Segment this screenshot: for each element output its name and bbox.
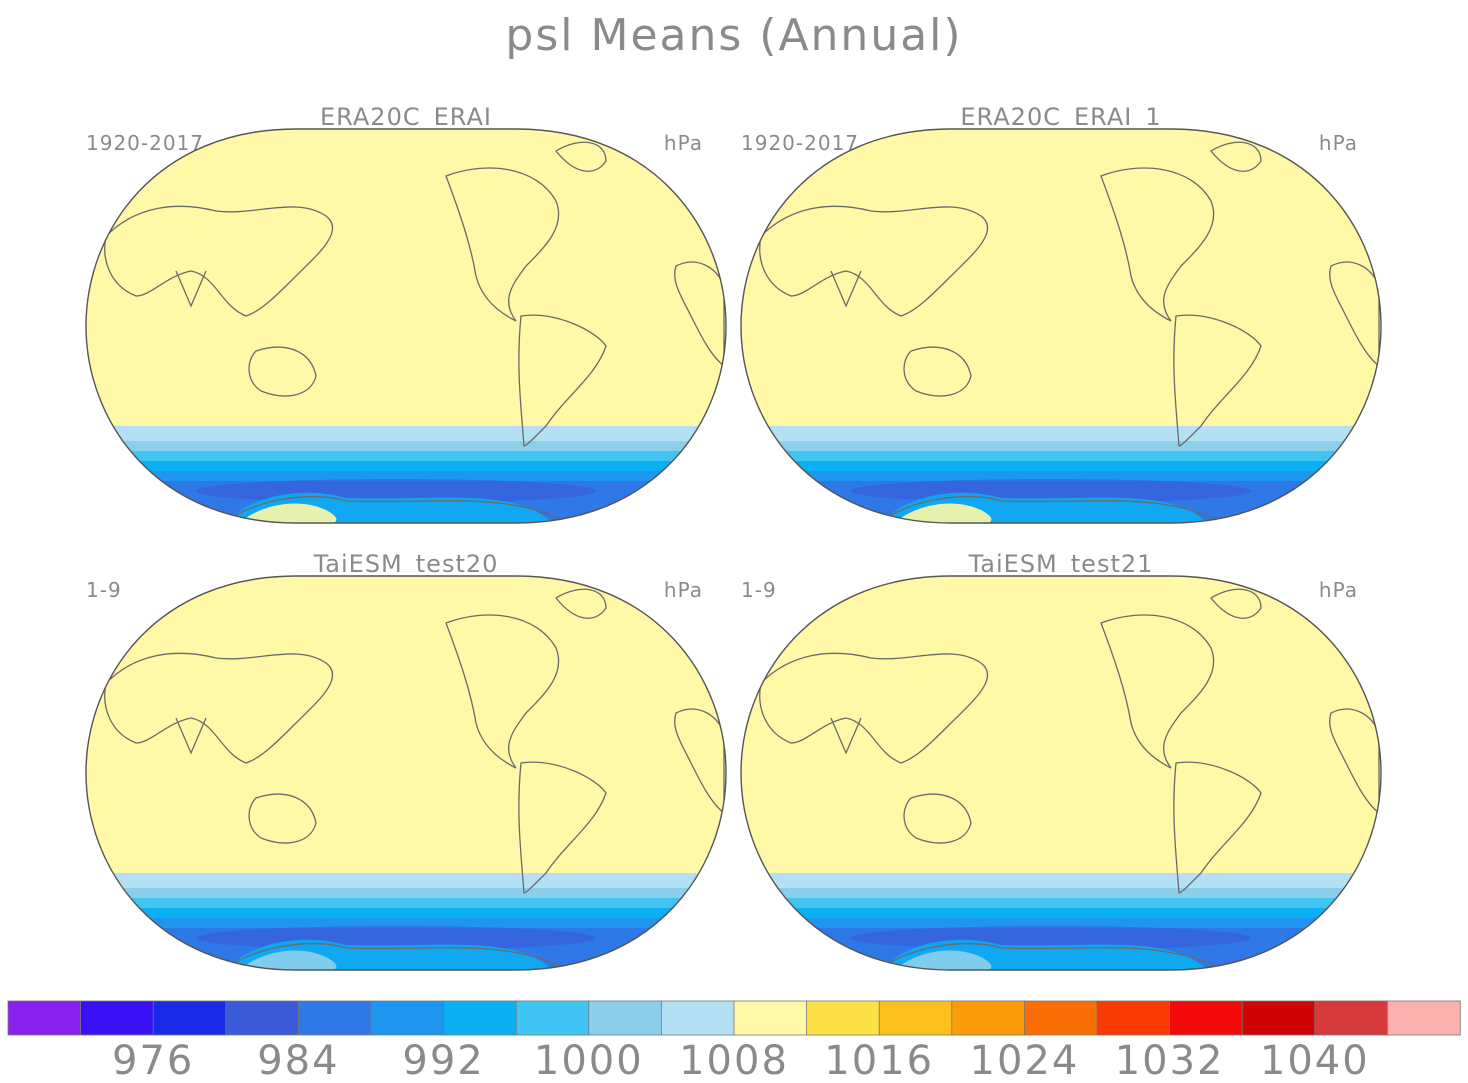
colorbar-swatch — [80, 1000, 154, 1036]
colorbar-label: 1000 — [534, 1038, 644, 1083]
map-panel: ERA20C_ERAI 1920-2017 hPa — [85, 103, 727, 524]
colorbar-label: 976 — [112, 1038, 194, 1083]
panel-units: hPa — [1319, 131, 1358, 155]
colorbar-swatch — [515, 1000, 590, 1036]
coastlines — [759, 141, 1380, 523]
panel-title: ERA20C_ERAI_1 — [960, 103, 1161, 131]
colorbar-swatch — [951, 1000, 1026, 1036]
psl-field — [86, 576, 726, 970]
colorbar-swatch — [1387, 1000, 1461, 1036]
colorbar-swatch — [733, 1000, 808, 1036]
panel-period: 1-9 — [86, 578, 122, 602]
colorbar-swatch — [297, 1000, 372, 1036]
map-outline — [85, 575, 727, 971]
psl-field — [741, 576, 1381, 970]
colorbar-swatch — [1241, 1000, 1316, 1036]
map-panel: ERA20C_ERAI_1 1920-2017 hPa — [740, 103, 1382, 524]
panel-units: hPa — [664, 131, 703, 155]
colorbar-label: 992 — [402, 1038, 484, 1083]
colorbar-swatch — [1096, 1000, 1171, 1036]
psl-field — [741, 129, 1381, 523]
colorbar-swatch — [806, 1000, 880, 1036]
panel-title: ERA20C_ERAI — [320, 103, 492, 131]
colorbar-swatch — [443, 1000, 517, 1036]
colorbar-label: 1032 — [1115, 1038, 1225, 1083]
panel-title: TaiESM_test21 — [968, 550, 1154, 578]
colorbar-swatch — [1169, 1000, 1243, 1036]
panel-period: 1920-2017 — [86, 131, 204, 155]
colorbar: 976 984 992 1000 1008 1016 1024 1032 1040 — [7, 1000, 1461, 1083]
figure-title: psl Means (Annual) — [505, 10, 962, 61]
colorbar-label: 984 — [257, 1038, 339, 1083]
colorbar-label: 1024 — [970, 1038, 1080, 1083]
coastlines — [104, 141, 725, 523]
colorbar-swatch — [152, 1000, 227, 1036]
colorbar-swatch — [370, 1000, 445, 1036]
colorbar-swatch — [661, 1000, 735, 1036]
map-panel: TaiESM_test20 1-9 hPa — [85, 550, 727, 971]
colorbar-label: 1040 — [1260, 1038, 1370, 1083]
colorbar-label: 1008 — [679, 1038, 789, 1083]
coastlines — [104, 588, 725, 970]
colorbar-swatch — [588, 1000, 663, 1036]
coastlines — [759, 588, 1380, 970]
map-outline — [740, 128, 1382, 524]
colorbar-swatch — [225, 1000, 300, 1036]
panel-units: hPa — [664, 578, 703, 602]
panel-period: 1-9 — [741, 578, 777, 602]
map-outline — [740, 575, 1382, 971]
colorbar-swatch — [878, 1000, 953, 1036]
map-panel: TaiESM_test21 1-9 hPa — [740, 550, 1382, 971]
panel-title: TaiESM_test20 — [313, 550, 499, 578]
map-outline — [85, 128, 727, 524]
colorbar-label: 1016 — [824, 1038, 934, 1083]
panel-period: 1920-2017 — [741, 131, 859, 155]
psl-field — [86, 129, 726, 523]
colorbar-swatch — [1314, 1000, 1389, 1036]
colorbar-swatch — [7, 1000, 82, 1036]
panel-units: hPa — [1319, 578, 1358, 602]
colorbar-swatch — [1024, 1000, 1098, 1036]
